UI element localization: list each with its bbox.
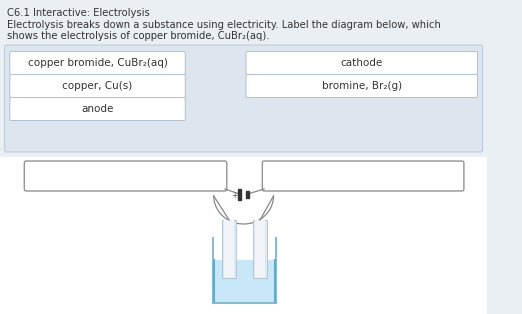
Bar [222,220,236,278]
FancyBboxPatch shape [5,45,482,152]
Text: shows the electrolysis of copper bromide, CuBr₂(aq).: shows the electrolysis of copper bromide… [7,31,269,41]
FancyBboxPatch shape [10,98,185,121]
FancyBboxPatch shape [246,51,478,74]
FancyBboxPatch shape [262,161,464,191]
Bar [246,191,249,198]
FancyBboxPatch shape [246,74,478,98]
FancyBboxPatch shape [10,74,185,98]
Bar [0,157,487,314]
Bar [253,220,267,278]
Text: Electrolysis breaks down a substance using electricity. Label the diagram below,: Electrolysis breaks down a substance usi… [7,20,441,30]
FancyBboxPatch shape [10,51,185,74]
Text: +: + [231,191,238,200]
Text: C6.1 Interactive: Electrolysis: C6.1 Interactive: Electrolysis [7,8,149,18]
Text: cathode: cathode [340,58,383,68]
Bar [255,220,265,278]
FancyBboxPatch shape [24,161,227,191]
Text: bromine, Br₂(g): bromine, Br₂(g) [322,81,402,91]
Bar [224,220,234,278]
Text: copper, Cu(s): copper, Cu(s) [63,81,133,91]
Text: copper bromide, CuBr₂(aq): copper bromide, CuBr₂(aq) [28,58,168,68]
Bar [238,188,241,199]
Text: anode: anode [81,104,114,114]
Bar [213,260,276,302]
